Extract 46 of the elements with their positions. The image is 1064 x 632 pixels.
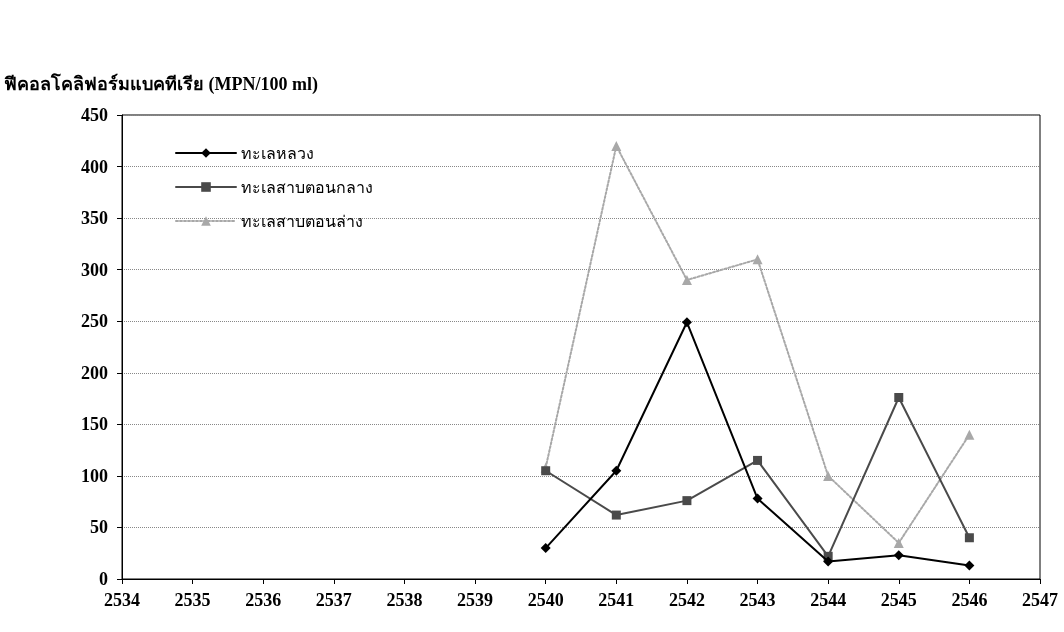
x-tick-label: 2545 — [880, 590, 917, 610]
y-tick-label: 0 — [99, 569, 108, 589]
point — [752, 493, 763, 504]
point — [611, 465, 622, 476]
y-tick-label: 450 — [81, 105, 108, 125]
point — [682, 496, 692, 506]
y-tick-label: 150 — [81, 414, 108, 435]
legend-label: ทะเลสาบตอนกลาง — [241, 178, 373, 196]
point — [964, 429, 975, 440]
legend-label: ทะเลหลวง — [241, 144, 314, 162]
x-tick-label: 2541 — [598, 590, 635, 610]
y-tick-label: 200 — [81, 362, 108, 383]
x-tick-label: 2538 — [386, 590, 423, 610]
y-axis-title: ฟีคอลโคลิฟอร์มแบคทีเรีย (MPN/100 ml) — [4, 73, 318, 95]
point — [893, 550, 904, 561]
x-tick-label: 2534 — [104, 590, 140, 610]
point — [753, 455, 763, 465]
point — [611, 140, 622, 151]
x-tick-label: 2535 — [174, 590, 211, 610]
point — [681, 274, 692, 285]
point — [823, 556, 834, 567]
point — [893, 537, 904, 548]
y-tick-label: 350 — [81, 208, 108, 229]
y-tick-label: 250 — [81, 311, 108, 332]
x-tick-label: 2546 — [951, 590, 988, 610]
x-tick-label: 2536 — [245, 590, 282, 610]
x-tick-label: 2542 — [668, 590, 705, 610]
y-tick-label: 400 — [81, 156, 108, 177]
point — [964, 560, 975, 571]
point — [964, 533, 974, 543]
legend-label: ทะเลสาบตอนล่าง — [241, 212, 363, 230]
y-tick-label: 50 — [90, 517, 108, 538]
point — [611, 510, 621, 520]
point — [540, 543, 551, 554]
x-tick-label: 2544 — [810, 590, 847, 610]
x-tick-label: 2537 — [315, 590, 352, 610]
point — [894, 393, 904, 403]
point — [541, 466, 551, 476]
point — [752, 254, 763, 265]
point — [681, 317, 692, 328]
x-tick-label: 2547 — [1022, 590, 1058, 610]
x-tick-label: 2540 — [527, 590, 564, 610]
y-tick-label: 100 — [81, 465, 108, 486]
y-tick-label: 300 — [81, 259, 108, 280]
x-tick-label: 2543 — [739, 590, 776, 610]
x-tick-label: 2539 — [457, 590, 494, 610]
